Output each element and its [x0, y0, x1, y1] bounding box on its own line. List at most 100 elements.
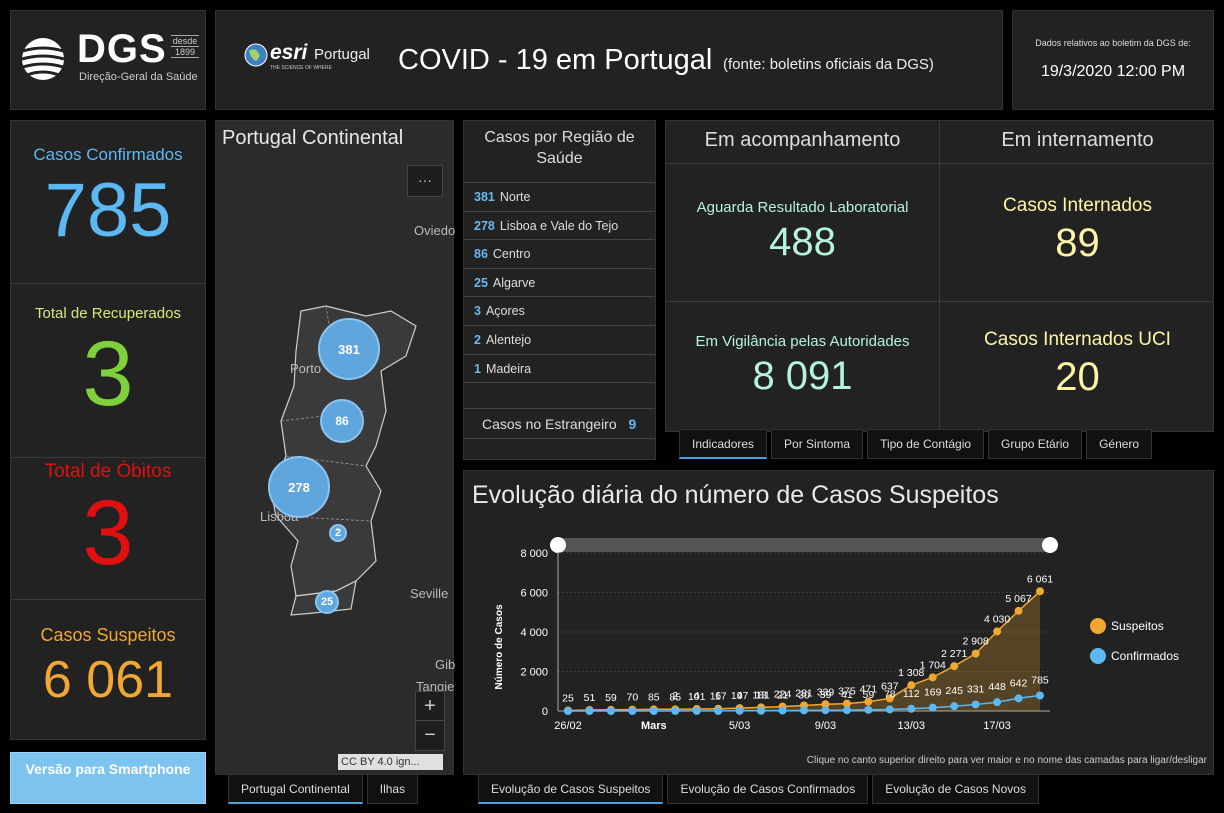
- data-point-suspeitos[interactable]: [864, 697, 873, 706]
- data-label-confirmados: 331: [967, 683, 985, 695]
- tab-portugal-continental[interactable]: Portugal Continental: [228, 774, 363, 804]
- data-point-confirmados[interactable]: [778, 706, 787, 715]
- map-cluster-centro[interactable]: 86: [320, 399, 364, 443]
- data-point-suspeitos[interactable]: [821, 700, 830, 709]
- date-panel: Dados relativos ao boletim da DGS de: 19…: [1012, 10, 1214, 110]
- map-zoom-out-button[interactable]: −: [424, 724, 436, 746]
- map-label-tangier: Tangie: [416, 679, 455, 694]
- data-point-confirmados[interactable]: [564, 707, 572, 715]
- region-item-alentejo[interactable]: 2 Alentejo: [464, 326, 655, 355]
- data-point-suspeitos[interactable]: [885, 694, 894, 703]
- data-point-suspeitos[interactable]: [928, 673, 937, 682]
- legend-label-confirmados[interactable]: Confirmados: [1111, 649, 1179, 663]
- map-menu-button[interactable]: ···: [407, 165, 443, 197]
- data-point-confirmados[interactable]: [950, 702, 959, 711]
- legend-marker-confirmados[interactable]: [1090, 648, 1106, 664]
- chart-range-slider[interactable]: [558, 538, 1050, 552]
- data-point-confirmados[interactable]: [1036, 691, 1044, 700]
- data-point-confirmados[interactable]: [993, 698, 1002, 707]
- map-zoom-in-button[interactable]: +: [416, 692, 444, 721]
- map-cluster-lisboa[interactable]: 278: [268, 456, 330, 518]
- tab-evolucao-confirmados[interactable]: Evolução de Casos Confirmados: [667, 774, 869, 804]
- tab-por-sintoma[interactable]: Por Sintoma: [771, 429, 864, 459]
- data-point-confirmados[interactable]: [671, 706, 680, 715]
- tab-genero[interactable]: Género: [1086, 429, 1153, 459]
- regions-list: 381 Norte 278 Lisboa e Vale do Tejo 86 Cent…: [464, 183, 655, 384]
- tab-grupo-etario[interactable]: Grupo Etário: [988, 429, 1083, 459]
- data-point-suspeitos[interactable]: [1014, 606, 1023, 615]
- tab-ilhas[interactable]: Ilhas: [366, 774, 419, 804]
- data-label-suspeitos: 181: [752, 689, 770, 701]
- map-tabs: Portugal Continental Ilhas: [228, 774, 419, 804]
- data-point-confirmados[interactable]: [842, 706, 851, 715]
- data-point-suspeitos[interactable]: [950, 662, 959, 671]
- legend-label-suspeitos[interactable]: Suspeitos: [1111, 619, 1164, 633]
- suspected-label: Casos Suspeitos: [40, 625, 176, 645]
- deaths-stat: Total de Óbitos 3: [11, 461, 205, 579]
- data-point-confirmados[interactable]: [907, 704, 916, 713]
- data-point-confirmados[interactable]: [585, 707, 594, 715]
- map-panel[interactable]: Portugal Continental ··· Oviedo Porto Li…: [215, 120, 456, 775]
- region-item-foreign[interactable]: Casos no Estrangeiro 9: [464, 409, 655, 440]
- divider: [939, 121, 940, 431]
- dgs-wordmark: DGS: [77, 27, 167, 71]
- tab-indicadores[interactable]: Indicadores: [679, 429, 768, 459]
- data-point-confirmados[interactable]: [757, 706, 766, 715]
- range-handle-left[interactable]: [550, 537, 566, 553]
- chart-x-tick-label: 17/03: [983, 720, 1011, 732]
- tab-tipo-contagio[interactable]: Tipo de Contágio: [867, 429, 985, 459]
- smartphone-version-button[interactable]: Versão para Smartphone: [10, 752, 206, 804]
- tab-evolucao-novos[interactable]: Evolução de Casos Novos: [872, 774, 1039, 804]
- icu-label: Casos Internados UCI: [984, 329, 1171, 350]
- series-area-suspeitos: [568, 591, 1040, 711]
- data-point-suspeitos[interactable]: [971, 649, 980, 658]
- indicators-panel: Em acompanhamento Em internamento Aguard…: [665, 120, 1214, 432]
- data-point-confirmados[interactable]: [735, 706, 744, 715]
- data-label-suspeitos: 637: [881, 680, 899, 692]
- data-label-confirmados: 448: [988, 681, 1006, 693]
- data-point-confirmados[interactable]: [628, 707, 637, 715]
- data-point-suspeitos[interactable]: [907, 681, 916, 690]
- data-label-suspeitos: 1 704: [920, 659, 946, 671]
- range-handle-right[interactable]: [1042, 537, 1058, 553]
- data-point-confirmados[interactable]: [864, 705, 873, 714]
- regions-panel: Casos por Região de Saúde 381 Norte 278 Li…: [463, 120, 656, 460]
- region-count: 3: [474, 304, 481, 319]
- map-cluster-alentejo[interactable]: 2: [329, 524, 347, 542]
- data-point-suspeitos[interactable]: [1036, 587, 1044, 596]
- data-point-confirmados[interactable]: [800, 706, 808, 715]
- region-item-centro[interactable]: 86 Centro: [464, 240, 655, 269]
- data-point-confirmados[interactable]: [606, 707, 615, 715]
- chart-x-tick-label: 5/03: [729, 720, 750, 732]
- region-item-madeira[interactable]: 1 Madeira: [464, 355, 655, 384]
- map-cluster-algarve[interactable]: 25: [315, 590, 339, 614]
- data-point-suspeitos[interactable]: [993, 627, 1002, 636]
- tab-evolucao-suspeitos[interactable]: Evolução de Casos Suspeitos: [478, 774, 664, 804]
- region-item-lisboa[interactable]: 278 Lisboa e Vale do Tejo: [464, 212, 655, 241]
- data-point-suspeitos[interactable]: [842, 699, 851, 708]
- data-point-confirmados[interactable]: [649, 707, 658, 715]
- data-point-confirmados[interactable]: [692, 706, 701, 715]
- divider: [666, 163, 1213, 164]
- legend-marker-suspeitos[interactable]: [1090, 618, 1106, 634]
- suspected-cases-chart[interactable]: 8 000 6 000 4 000 2 000 0 26/02 Mars 5/03 9/03 13…: [464, 471, 1215, 776]
- map-label-oviedo: Oviedo: [414, 223, 456, 238]
- data-point-confirmados[interactable]: [714, 706, 723, 715]
- chart-title: Evolução diária do número de Casos Suspe…: [472, 481, 999, 509]
- map-cluster-norte[interactable]: 381: [318, 318, 380, 380]
- data-point-confirmados[interactable]: [928, 703, 937, 712]
- region-item-acores[interactable]: 3 Açores: [464, 297, 655, 326]
- confirmed-label: Casos Confirmados: [33, 145, 183, 164]
- chart-x-tick-label: 9/03: [815, 720, 836, 732]
- region-item-algarve[interactable]: 25 Algarve: [464, 269, 655, 298]
- suspected-value: 6 061: [42, 651, 174, 709]
- data-point-confirmados[interactable]: [1014, 694, 1023, 703]
- esri-globe-icon: [244, 43, 268, 67]
- region-item-norte[interactable]: 381 Norte: [464, 183, 655, 212]
- data-point-confirmados[interactable]: [885, 705, 894, 714]
- data-label-confirmados: 245: [945, 685, 963, 697]
- chart-x-tick-label: 26/02: [554, 720, 582, 732]
- data-point-confirmados[interactable]: [971, 700, 980, 709]
- data-point-confirmados[interactable]: [821, 706, 830, 715]
- map-attribution[interactable]: CC BY 4.0 ign...: [338, 754, 443, 770]
